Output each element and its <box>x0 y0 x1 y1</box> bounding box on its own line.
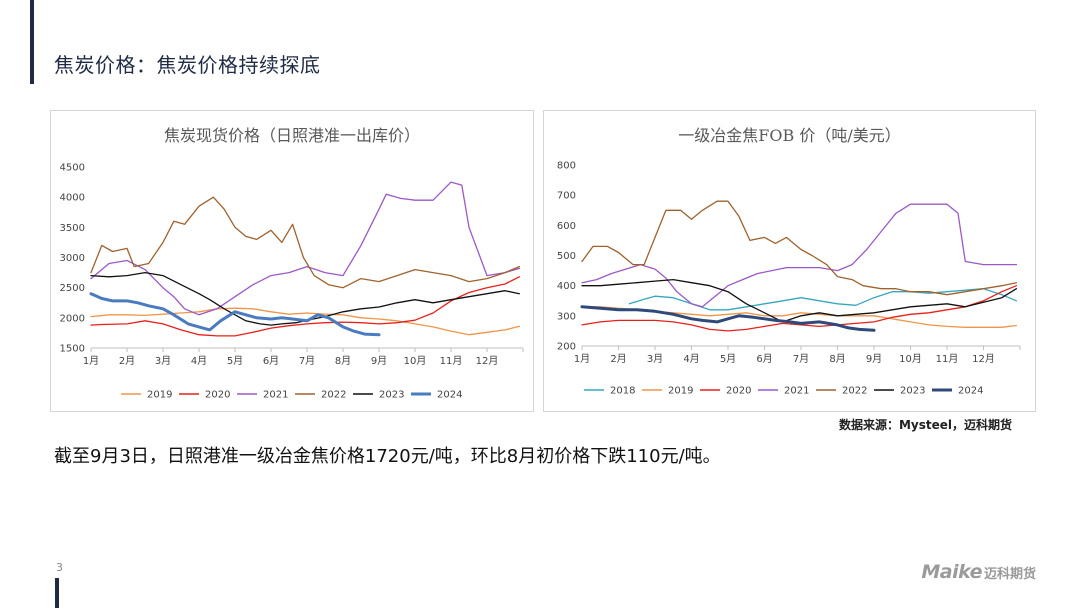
legend-label-2020: 2020 <box>726 386 751 397</box>
y-tick-label: 1500 <box>60 344 85 355</box>
source-note: 数据来源：Mysteel，迈科期货 <box>838 418 1012 432</box>
x-tick-label: 12月 <box>476 355 499 367</box>
series-line-2023 <box>581 278 1018 323</box>
x-tick-label: 8月 <box>335 355 351 367</box>
x-tick-label: 11月 <box>440 355 463 367</box>
x-tick-label: 4月 <box>683 353 699 365</box>
coke-spot-price-chart: 焦炭现货价格（日照港准一出库价） 1500 2000 2500 3000 3500 4000… <box>60 126 524 401</box>
legend-label-2023: 2023 <box>900 386 925 397</box>
y-tick-label: 700 <box>557 191 576 202</box>
series-line-2020 <box>581 285 1018 332</box>
y-tick-label: 2000 <box>60 313 85 324</box>
x-tick-label: 9月 <box>866 353 882 365</box>
legend-label-2022: 2022 <box>321 390 346 401</box>
legend-label-2019: 2019 <box>147 390 172 401</box>
legend-label-2021: 2021 <box>784 386 809 397</box>
x-tick-label: 1月 <box>574 353 590 365</box>
x-tick-label: 1月 <box>83 355 99 367</box>
x-tick-label: 2月 <box>119 355 135 367</box>
summary-text: 截至9月3日，日照港准一级冶金焦价格1720元/吨，环比8月初价格下跌110元/… <box>54 446 721 467</box>
chart-panel-coke-spot-price: 焦炭现货价格（日照港准一出库价） 1500 2000 2500 3000 3500 4000… <box>50 110 534 412</box>
legend-label-2021: 2021 <box>263 390 288 401</box>
y-tick-label: 3500 <box>60 223 85 234</box>
x-tick-label: 6月 <box>263 355 279 367</box>
y-tick-label: 2500 <box>60 283 85 294</box>
x-tick-label: 10月 <box>404 355 427 367</box>
maike-logo: Maike 迈科期货 <box>921 561 1036 583</box>
series-line-2019 <box>90 307 521 336</box>
y-tick-label: 400 <box>557 281 576 292</box>
coke-fob-price-chart: 一级冶金焦FOB 价（吨/美元） 200 300 400 500 600 700 800 1月 2… <box>557 126 1021 397</box>
x-tick-label: 6月 <box>756 353 772 365</box>
x-tick-label: 9月 <box>371 355 387 367</box>
logo-cn: 迈科期货 <box>983 567 1036 582</box>
y-tick-label: 4000 <box>60 193 85 204</box>
legend-label-2022: 2022 <box>842 386 867 397</box>
x-tick-label: 7月 <box>793 353 809 365</box>
x-tick-label: 3月 <box>155 355 171 367</box>
y-tick-label: 600 <box>557 221 576 232</box>
legend-label-2019: 2019 <box>668 386 693 397</box>
series-line-2021 <box>90 181 521 316</box>
x-tick-label: 7月 <box>299 355 315 367</box>
page-title: 焦炭价格：焦炭价格持续探底 <box>54 53 321 77</box>
x-tick-label: 5月 <box>227 355 243 367</box>
legend-label-2024: 2024 <box>437 390 462 401</box>
accent-bar-bottom <box>55 578 59 608</box>
y-tick-label: 500 <box>557 251 576 262</box>
y-tick-label: 4500 <box>60 163 85 174</box>
legend-label-2020: 2020 <box>205 390 230 401</box>
x-tick-label: 5月 <box>720 353 736 365</box>
legend-label-2018: 2018 <box>610 386 635 397</box>
x-tick-label: 12月 <box>972 353 995 365</box>
x-tick-label: 2月 <box>610 353 626 365</box>
y-tick-label: 3000 <box>60 253 85 264</box>
chart-title: 一级冶金焦FOB 价（吨/美元） <box>678 126 900 145</box>
series-line-2024 <box>580 305 876 332</box>
y-tick-label: 200 <box>557 342 576 353</box>
accent-bar-top <box>30 0 34 84</box>
series-line-2018 <box>628 288 1018 311</box>
legend-label-2023: 2023 <box>379 390 404 401</box>
series-line-2020 <box>90 276 521 337</box>
series-line-2022 <box>90 196 521 289</box>
y-tick-label: 800 <box>557 161 576 172</box>
x-tick-label: 10月 <box>899 353 922 365</box>
chart-panel-coke-fob-price: 一级冶金焦FOB 价（吨/美元） 200 300 400 500 600 700 800 1月 2… <box>543 110 1036 412</box>
series-line-2022 <box>581 200 1018 296</box>
page-number: 3 <box>56 561 63 574</box>
y-tick-label: 300 <box>557 311 576 322</box>
chart-title: 焦炭现货价格（日照港准一出库价） <box>164 126 420 145</box>
legend-label-2024: 2024 <box>958 386 983 397</box>
series-line-2021 <box>581 203 1018 308</box>
x-tick-label: 3月 <box>647 353 663 365</box>
x-tick-label: 8月 <box>829 353 845 365</box>
x-tick-label: 11月 <box>936 353 959 365</box>
series-line-2024 <box>89 292 381 337</box>
logo-latin: Maike <box>921 561 982 583</box>
series-line-2023 <box>90 271 521 326</box>
x-tick-label: 4月 <box>191 355 207 367</box>
